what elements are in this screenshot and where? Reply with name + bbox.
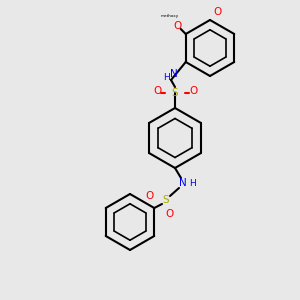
Text: O: O <box>166 209 174 219</box>
Text: N: N <box>170 69 178 79</box>
Text: O: O <box>146 191 154 201</box>
Text: O: O <box>189 86 197 96</box>
Text: O: O <box>174 21 182 31</box>
Text: S: S <box>172 88 178 98</box>
Text: O: O <box>153 86 161 96</box>
Text: H: H <box>190 178 196 188</box>
Text: N: N <box>179 178 187 188</box>
Text: methoxy: methoxy <box>160 14 179 18</box>
Text: S: S <box>163 195 169 205</box>
Text: H: H <box>163 73 170 82</box>
Text: O: O <box>214 7 222 17</box>
